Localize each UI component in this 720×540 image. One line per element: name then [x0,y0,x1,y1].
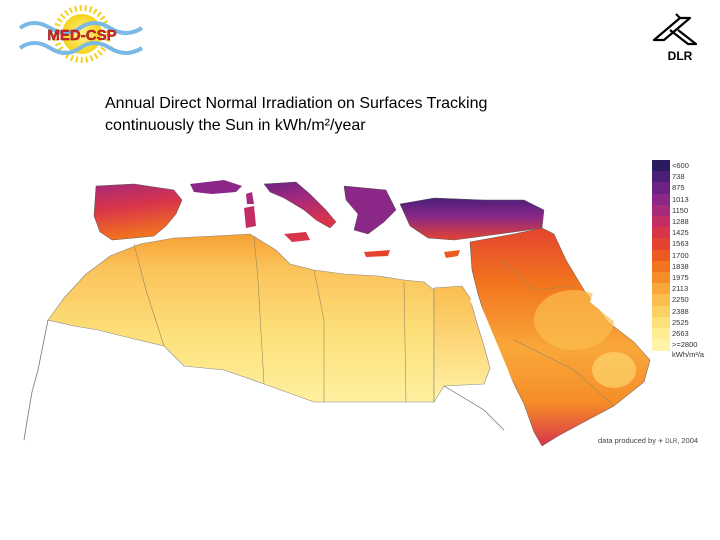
legend-swatch [652,216,670,228]
region-italy [263,181,337,229]
legend-swatch [652,305,670,318]
country-borders [133,235,615,407]
legend-label: 2663 [672,329,689,338]
legend-swatch [652,249,670,262]
legend-row: 2113 [652,283,712,296]
legend-row: 738 [652,171,712,184]
legend-label: 2388 [672,306,689,316]
legend-swatch [652,260,670,273]
region-north-africa [47,233,435,403]
legend-label: 1150 [672,205,689,215]
credit-text: data produced by [598,436,656,445]
legend-label: 1013 [672,194,689,204]
legend-row: 2388 [652,305,712,318]
dlr-logo-graphic: DLR [652,13,698,63]
region-turkey [399,197,545,241]
region-iberia [93,183,183,241]
irradiation-map-graphic [23,180,651,447]
region-france-south [190,180,242,194]
page-title: Annual Direct Normal Irradiation on Surf… [105,93,625,137]
waves-icon [18,21,144,55]
legend-swatch [652,171,670,184]
legend-label: 2525 [672,317,689,327]
legend-swatch [652,204,670,217]
legend-label: 1563 [672,239,689,249]
dlr-logo-text: DLR [668,49,693,63]
med-csp-logo-text: MED-CSP [47,27,116,44]
legend-label: 2113 [672,284,689,294]
dlr-wing-icon [652,13,698,46]
credit-org: DLR [665,439,678,445]
legend-swatch [652,316,670,329]
legend-unit: kWh/m²/a [672,350,705,359]
legend-label: 2250 [672,295,689,305]
med-csp-logo: MED-CSP [18,4,146,66]
legend-swatch [652,272,670,284]
legend-label: 1700 [672,250,689,260]
legend-row: 1975 [652,272,712,284]
legend-row: 1563 [652,238,712,251]
title-line-1: Annual Direct Normal Irradiation on Surf… [105,95,488,112]
dlr-logo: DLR [646,8,706,64]
legend-row: 2250 [652,294,712,307]
legend-label: 738 [672,172,685,182]
legend-label: 1425 [672,228,689,238]
legend-swatch [652,328,670,340]
legend-row: 1150 [652,204,712,217]
atlantic-coastline [23,369,39,441]
med-csp-logo-graphic: MED-CSP [18,5,144,63]
legend-row: 1425 [652,227,712,240]
legend-label: <600 [672,161,689,170]
legend-row: 875 [652,182,712,195]
map-legend: <600 738 875 1013 1150 1288 1425 1563 1700 1838 19… [652,160,712,360]
arabia-peak-zone [592,352,636,388]
legend-row: >=2800 [652,339,712,352]
region-egypt [433,285,491,404]
irradiation-map [14,170,654,460]
legend-swatch [652,160,670,172]
legend-label: >=2800 [672,340,698,350]
legend-row: 1700 [652,249,712,262]
legend-swatch [652,227,670,240]
legend-label: 875 [672,183,685,193]
legend-row: <600 [652,160,712,172]
legend-row: 1013 [652,193,712,206]
legend-row: 2663 [652,328,712,340]
legend-swatch [652,339,670,352]
legend-swatch [652,182,670,195]
legend-label: 1975 [672,273,689,282]
red-sea [470,298,528,426]
legend-label: 1288 [672,217,689,226]
data-credit: data produced by ✈ DLR, 2004 [598,436,698,445]
region-cyprus [444,250,460,258]
legend-row: 1838 [652,260,712,273]
sahel-outline [37,319,505,431]
legend-label: 1838 [672,261,689,271]
legend-row: 2525 [652,316,712,329]
region-sicily [284,232,310,242]
legend-swatch [652,193,670,206]
legend-row: 1288 [652,216,712,228]
region-sardinia [244,206,256,228]
legend-swatch [652,238,670,251]
persian-gulf [590,290,642,330]
region-crete [364,250,390,257]
region-balkans [343,185,397,235]
credit-year: , 2004 [677,436,699,445]
title-line-2: continuously the Sun in kWh/m²/year [105,117,366,134]
legend-swatch [652,283,670,296]
legend-swatch [652,294,670,307]
region-corsica [246,192,254,204]
credit-dlr-icon: ✈ [658,439,664,445]
